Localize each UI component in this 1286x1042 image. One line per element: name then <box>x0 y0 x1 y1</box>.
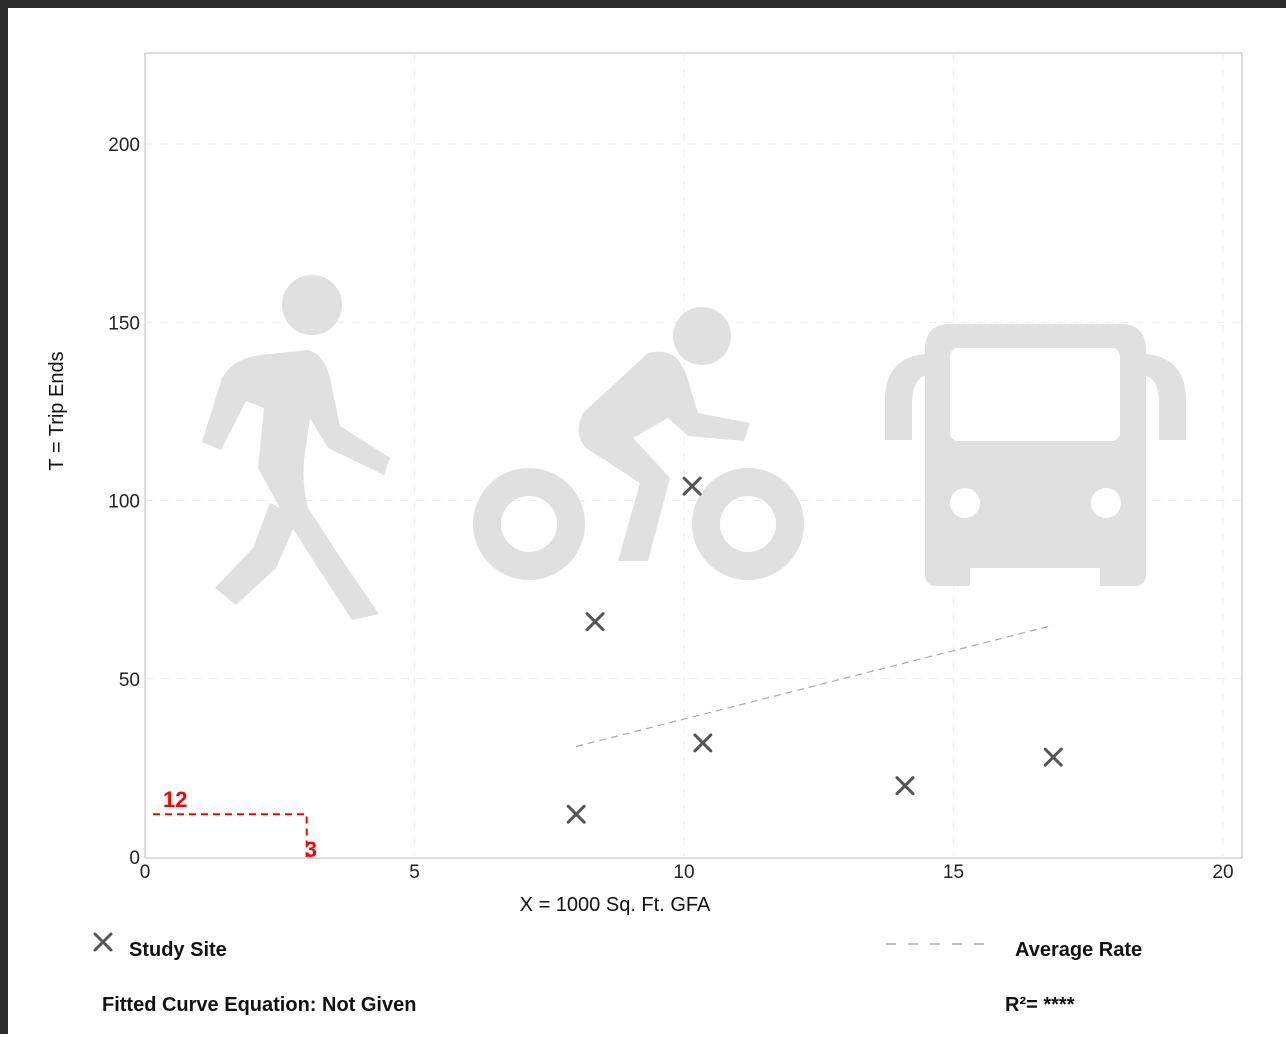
x-axis-title: X = 1000 Sq. Ft. GFA <box>520 894 711 916</box>
study-site-point-stroke <box>895 776 915 796</box>
legend-study-site-marker <box>93 932 113 952</box>
study-site-point <box>1043 747 1063 767</box>
study-site-point-stroke <box>585 612 605 632</box>
study-site-point-stroke <box>566 804 586 824</box>
study-site-point-stroke <box>1043 747 1063 767</box>
x-tick-label: 5 <box>409 862 420 883</box>
y-tick-label: 100 <box>108 492 140 513</box>
legend-average-rate-marker <box>886 943 992 945</box>
y-axis-title: T = Trip Ends <box>46 351 68 470</box>
x-tick-label: 0 <box>140 862 151 883</box>
legend-average-rate-label: Average Rate <box>1015 939 1143 961</box>
r-squared-value: R²= **** <box>1005 994 1075 1016</box>
y-tick-label: 50 <box>119 670 140 691</box>
x-tick-label: 10 <box>673 862 694 883</box>
study-site-point-stroke <box>682 476 702 496</box>
fitted-curve-equation: Fitted Curve Equation: Not Given <box>102 994 417 1016</box>
bus-icon <box>885 324 1186 586</box>
study-site-point <box>895 776 915 796</box>
average-rate-line <box>576 624 1054 748</box>
study-site-point <box>682 476 702 496</box>
legend-study-site-label: Study Site <box>129 939 227 961</box>
x-tick-label: 20 <box>1212 862 1233 883</box>
background-icons <box>202 275 1186 620</box>
annotation-x-value: 3 <box>305 837 317 862</box>
bicycle-rider-icon <box>473 307 804 580</box>
average-rate-layer <box>576 624 1054 748</box>
y-tick-label: 200 <box>108 135 140 156</box>
study-site-point <box>566 804 586 824</box>
y-tick-label: 0 <box>129 848 140 869</box>
annotation-dashed-guide <box>153 813 308 857</box>
y-tick-label: 150 <box>108 313 140 334</box>
study-site-point <box>585 612 605 632</box>
walking-person-icon <box>202 275 390 620</box>
annotation-y-value: 12 <box>163 787 187 812</box>
study-site-point-stroke <box>693 733 713 753</box>
study-site-point <box>693 733 713 753</box>
annotation-layer: 12 3 <box>153 787 317 862</box>
x-tick-label: 15 <box>943 862 964 883</box>
study-site-points <box>566 476 1063 824</box>
